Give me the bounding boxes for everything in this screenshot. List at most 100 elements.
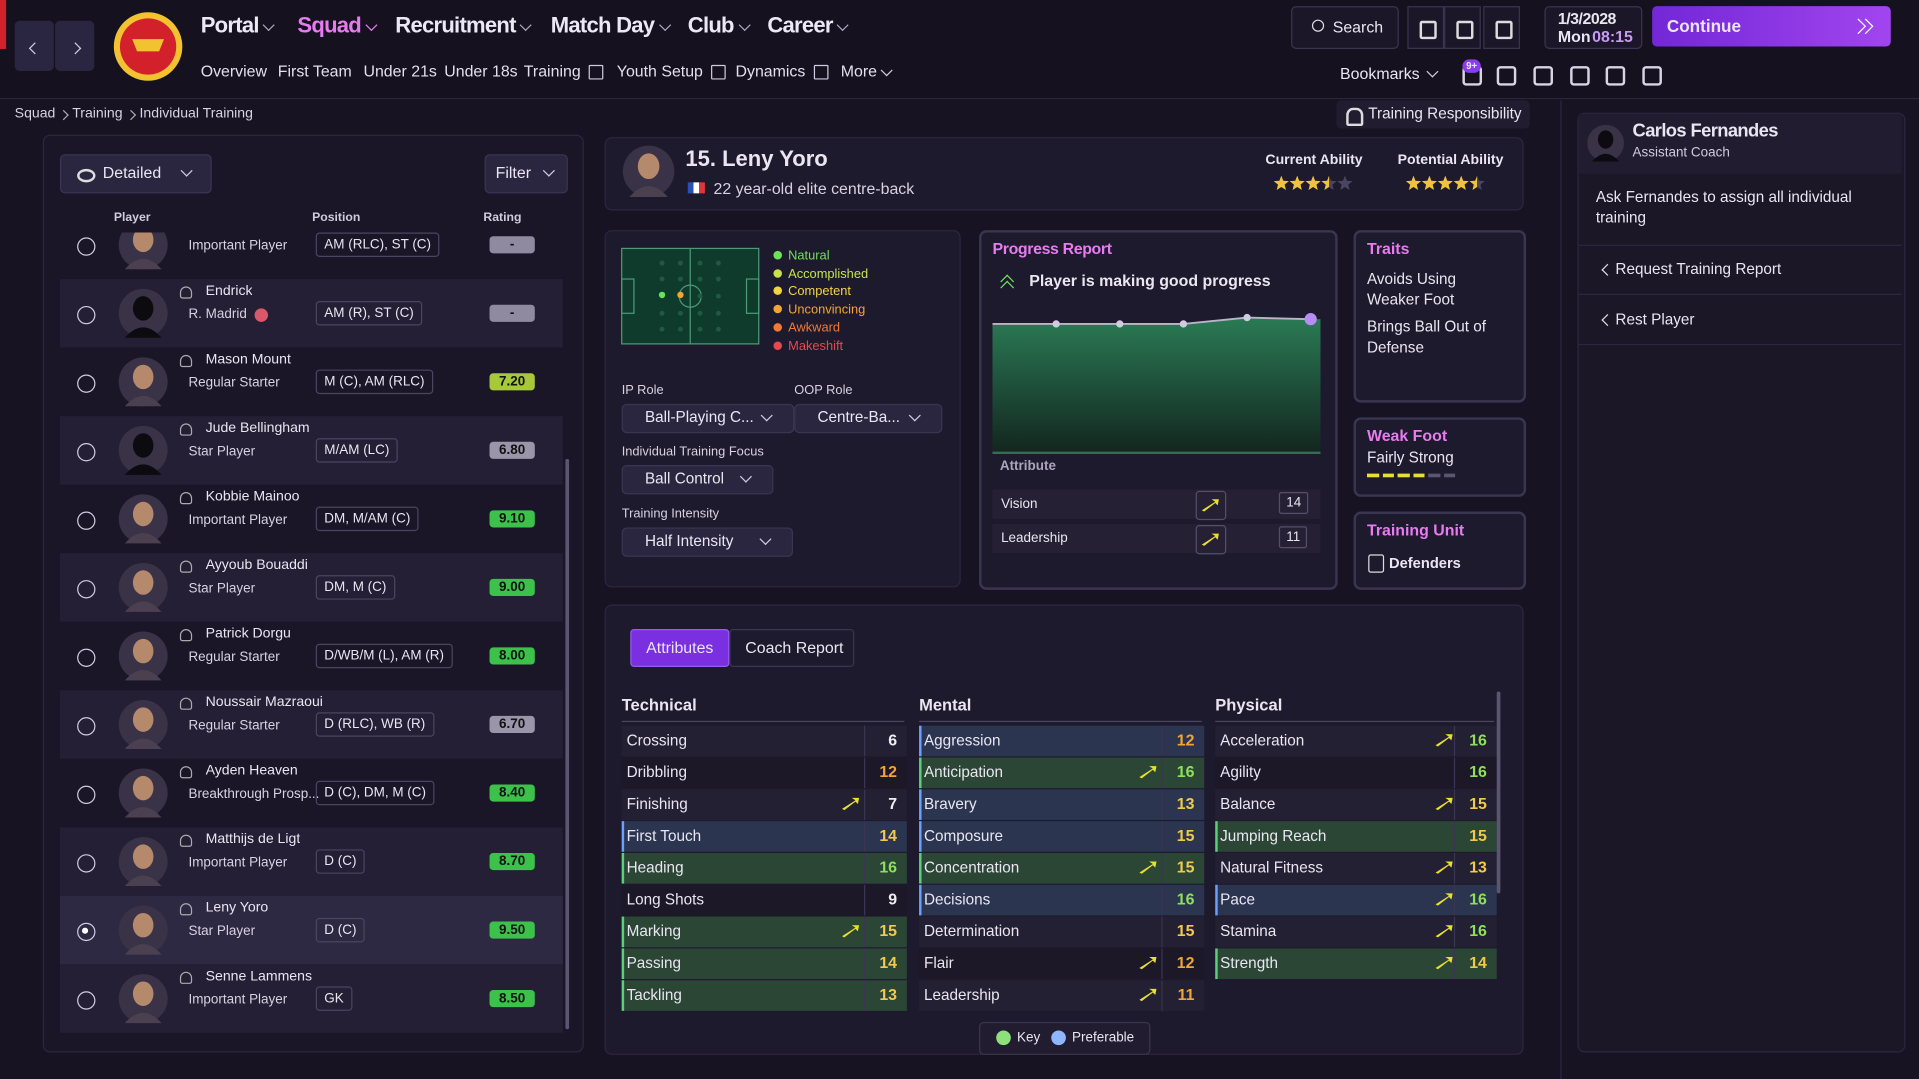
player-row[interactable]: Senne Lammens Important Player GK 8.50 xyxy=(59,964,563,1033)
radio[interactable] xyxy=(77,991,96,1010)
chevron xyxy=(760,409,773,422)
sub-nav-item[interactable]: Under 18s xyxy=(444,61,518,81)
player-row[interactable]: Patrick Dorgu Regular Starter D/WB/M (L), … xyxy=(60,622,563,691)
dropdown[interactable]: Ball Control xyxy=(621,465,774,495)
legend-label: Key xyxy=(1016,1030,1041,1046)
main-nav-item[interactable]: Recruitment xyxy=(395,12,516,38)
radio[interactable] xyxy=(77,854,96,873)
forward-button[interactable] xyxy=(55,20,95,71)
sub-nav-item[interactable]: First Team xyxy=(277,61,352,81)
coach-action[interactable]: Request Training Report xyxy=(1615,260,1782,278)
filter-button[interactable]: Filter xyxy=(484,154,568,194)
attribute-name: Strength xyxy=(1220,954,1278,972)
trend-arrow-shape xyxy=(1435,893,1453,906)
training-responsibility-button[interactable]: Training Responsibility xyxy=(1336,100,1530,129)
legend-dot xyxy=(773,250,783,260)
filter-label: Filter xyxy=(495,163,531,182)
main-nav-item[interactable]: Squad xyxy=(297,12,362,38)
avatar xyxy=(118,974,168,1024)
toolbar-button[interactable] xyxy=(1444,6,1481,49)
player-row[interactable]: Matthijs de Ligt Important Player D (C) 8.7… xyxy=(59,827,563,896)
player-row[interactable]: Ayyoub Bouaddi Star Player DM, M (C) 9.00 xyxy=(59,553,563,622)
player-icon xyxy=(179,629,193,642)
dropdown[interactable]: Centre-Ba... xyxy=(794,403,943,434)
bookmarks[interactable]: Bookmarks xyxy=(1340,64,1420,83)
continue-button[interactable]: Continue xyxy=(1652,6,1891,47)
player-row[interactable]: Jude Bellingham Star Player M/AM (LC) 6.80 xyxy=(59,416,563,485)
weak-foot-dash xyxy=(1412,473,1425,478)
radio[interactable] xyxy=(77,648,96,667)
player-row[interactable]: Kobbie Mainoo Important Player DM, M/AM (C… xyxy=(60,485,563,554)
attribute-value: 7 xyxy=(888,794,898,813)
attribute-row xyxy=(919,916,1205,948)
value-divider xyxy=(864,725,866,757)
sub-nav-item[interactable]: Youth Setup xyxy=(616,61,703,81)
radio[interactable] xyxy=(77,717,96,736)
breadcrumb-item[interactable]: Squad xyxy=(14,106,56,122)
radio[interactable] xyxy=(77,511,96,530)
sub-nav-item[interactable]: Dynamics xyxy=(735,61,806,81)
sub-nav-item[interactable]: More xyxy=(840,61,878,81)
sub-nav-item[interactable]: Overview xyxy=(200,61,268,81)
trend-arrow xyxy=(1139,957,1157,970)
tab[interactable]: Coach Report xyxy=(729,629,855,667)
radio[interactable] xyxy=(77,922,96,942)
search-box[interactable]: Search xyxy=(1291,6,1399,49)
sub-nav-item[interactable]: Under 21s xyxy=(363,61,437,81)
main-nav-item[interactable]: Portal xyxy=(200,12,260,38)
player-row[interactable]: Mason Mount Regular Starter M (C), AM (RLC… xyxy=(60,348,563,417)
external-icon xyxy=(711,64,726,80)
attribute-row xyxy=(621,852,907,884)
pitch-position xyxy=(658,291,666,299)
main-nav-item[interactable]: Career xyxy=(767,12,833,38)
quick-icon[interactable] xyxy=(1642,66,1662,86)
coach-prompt[interactable]: Ask Fernandes to assign all individual t… xyxy=(1595,188,1852,227)
attribute-row xyxy=(1215,757,1497,789)
quick-icon[interactable] xyxy=(1570,66,1590,86)
radio[interactable] xyxy=(77,580,96,599)
breadcrumb-item[interactable]: Training xyxy=(72,106,123,122)
main-nav-item[interactable]: Match Day xyxy=(550,12,655,38)
attribute-value: 12 xyxy=(879,762,898,781)
tab[interactable]: Attributes xyxy=(630,629,730,667)
attribute-group-title: Mental xyxy=(919,695,972,715)
pitch-slot xyxy=(715,310,721,316)
toolbar-button[interactable] xyxy=(1407,6,1445,49)
column-header: Rating xyxy=(483,211,522,225)
radio[interactable] xyxy=(77,785,96,805)
toolbar-button[interactable] xyxy=(1483,6,1520,49)
star xyxy=(1289,175,1305,191)
breadcrumb-item: Individual Training xyxy=(139,106,253,122)
player-row[interactable]: Important Player AM (RLC), ST (C) - xyxy=(60,232,563,280)
player-row[interactable]: Endrick R. Madrid AM (R), ST (C) - xyxy=(59,279,563,348)
dropdown[interactable]: Ball-Playing C... xyxy=(621,403,795,434)
attribute-name: Balance xyxy=(1220,795,1276,813)
view-dropdown[interactable]: Detailed xyxy=(59,154,212,194)
radio[interactable] xyxy=(77,237,96,256)
radio[interactable] xyxy=(77,305,96,325)
person-icon xyxy=(1346,107,1364,127)
quick-icon[interactable] xyxy=(1496,66,1517,86)
trend-arrow-shape xyxy=(1201,499,1219,512)
main-nav-item[interactable]: Club xyxy=(687,12,735,38)
quick-icon[interactable] xyxy=(1533,66,1554,86)
radio[interactable] xyxy=(77,374,96,393)
player-row[interactable]: Ayden Heaven Breakthrough Prosp... D (C), … xyxy=(60,759,563,828)
radio[interactable] xyxy=(77,443,96,462)
coach-action[interactable]: Rest Player xyxy=(1615,310,1695,328)
pitch-slot xyxy=(697,310,703,316)
dropdown[interactable]: Half Intensity xyxy=(621,527,794,557)
player-row[interactable]: Leny Yoro Star Player D (C) 9.50 xyxy=(59,895,563,965)
player-status: Important Player xyxy=(188,855,288,871)
quick-icon[interactable] xyxy=(1605,66,1626,86)
back-button[interactable] xyxy=(14,20,54,71)
attribute-row xyxy=(919,789,1205,820)
player-row[interactable]: Noussair Mazraoui Regular Starter D (RLC),… xyxy=(59,690,563,759)
player-name: Mason Mount xyxy=(205,352,291,368)
sub-nav-item[interactable]: Training xyxy=(523,61,581,81)
value-divider xyxy=(864,852,866,884)
attribute-value: 11 xyxy=(1177,985,1195,1004)
legend-dot xyxy=(996,1030,1011,1046)
toolbar-icon xyxy=(1419,20,1437,40)
avatar-body xyxy=(124,395,162,407)
